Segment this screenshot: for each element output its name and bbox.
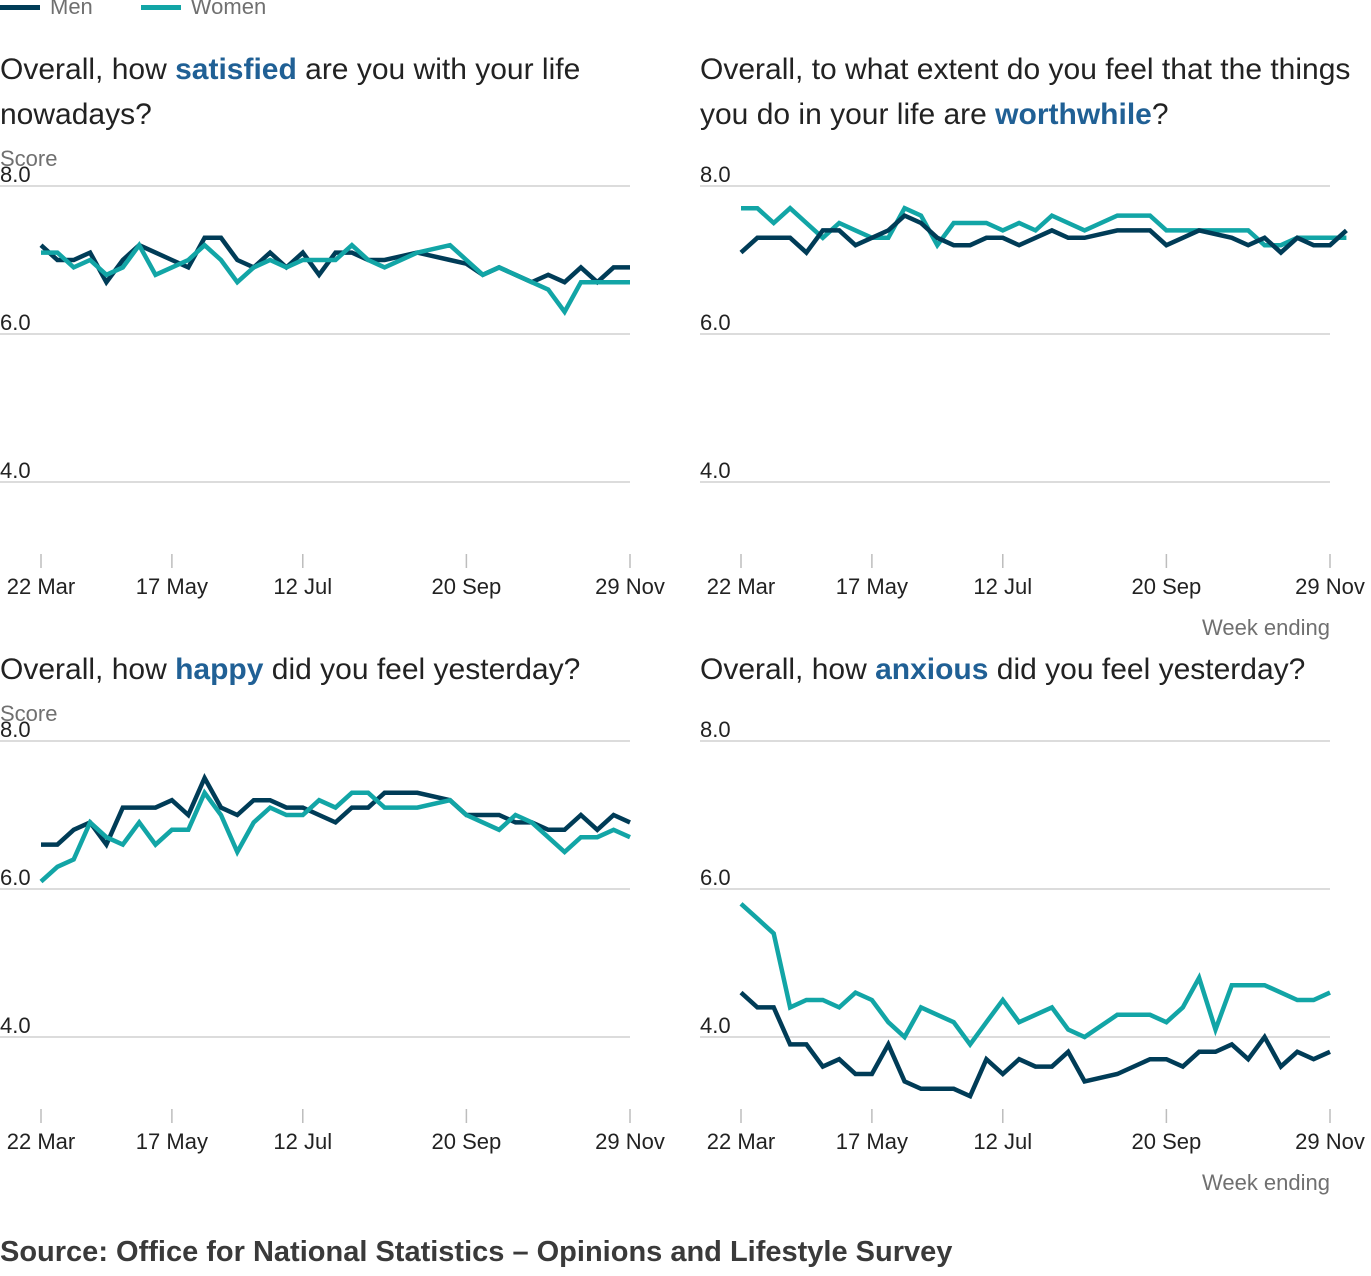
title-text: are you with your life nowadays? [0, 53, 581, 131]
series-line-women [739, 902, 1331, 1049]
x-tick-label: 20 Sep [1132, 1129, 1202, 1154]
y-tick-label: 6.0 [700, 865, 731, 890]
legend-item-women: Women [140, 0, 267, 20]
x-tick-label: 22 Mar [7, 574, 75, 599]
title-text: did you feel yesterday? [988, 653, 1306, 686]
x-tick-label: 22 Mar [707, 574, 775, 599]
title-keyword: worthwhile [995, 98, 1152, 131]
x-tick-label: 12 Jul [973, 574, 1032, 599]
y-tick-label: 8.0 [0, 162, 31, 187]
title-keyword: happy [175, 653, 264, 686]
x-tick-label: 20 Sep [432, 574, 502, 599]
x-tick-label: 17 May [836, 1129, 908, 1154]
x-axis-label: Week ending [1202, 1170, 1330, 1195]
x-tick-label: 17 May [836, 574, 908, 599]
series-line-women [39, 788, 631, 884]
series-line-women [741, 205, 1347, 250]
chart-panel-2: 8.0 6.0 4.0 Score 22 Mar 17 May 12 Jul 20 Sep 29… [0, 701, 665, 1154]
panel-title-happy: Overall, how happy did you feel yesterda… [0, 647, 690, 692]
series-line-men [739, 990, 1331, 1100]
y-tick-label: 4.0 [0, 1013, 31, 1038]
y-tick-label: 8.0 [700, 717, 731, 742]
legend-label-men: Men [50, 0, 93, 19]
title-text: Overall, how [700, 653, 876, 686]
series-line-women [41, 241, 630, 316]
y-axis-label: Score [0, 146, 57, 171]
y-tick-label: 6.0 [0, 310, 31, 335]
y-axis-label: Score [0, 701, 57, 726]
title-keyword: anxious [875, 653, 989, 686]
x-tick-label: 17 May [136, 574, 208, 599]
chart-panel-0: 8.0 6.0 4.0 Score 22 Mar 17 May 12 Jul 20 Sep 29… [0, 146, 665, 599]
x-tick-label: 29 Nov [595, 574, 665, 599]
x-tick-label: 29 Nov [595, 1129, 665, 1154]
series-line-men [739, 212, 1348, 256]
y-tick-label: 4.0 [700, 458, 731, 483]
title-text: did you feel yesterday? [263, 653, 581, 686]
x-tick-label: 17 May [136, 1129, 208, 1154]
x-tick-label: 22 Mar [707, 1129, 775, 1154]
y-tick-label: 8.0 [700, 162, 731, 187]
panel-title-satisfied: Overall, how satisfied are you with your… [0, 47, 680, 137]
legend: Men Women [0, 0, 314, 22]
chart-panel-3: 8.0 6.0 4.0 22 Mar 17 May 12 Jul 20 Sep 29 Nov W… [700, 717, 1365, 1195]
y-tick-label: 6.0 [700, 310, 731, 335]
y-tick-label: 4.0 [700, 1013, 731, 1038]
legend-swatch-women [140, 4, 181, 10]
x-tick-label: 12 Jul [273, 1129, 332, 1154]
title-text: Overall, to what extent do you feel that… [700, 53, 1351, 131]
title-text: ? [1151, 98, 1169, 131]
y-tick-label: 4.0 [0, 458, 31, 483]
x-tick-label: 29 Nov [1295, 1129, 1365, 1154]
legend-item-men: Men [0, 0, 93, 20]
panel-title-worthwhile: Overall, to what extent do you feel that… [700, 47, 1371, 137]
title-text: Overall, how [0, 653, 176, 686]
source-note: Source: Office for National Statistics –… [0, 1236, 953, 1268]
x-tick-label: 22 Mar [7, 1129, 75, 1154]
y-tick-label: 8.0 [0, 717, 31, 742]
chart-panel-1: 8.0 6.0 4.0 22 Mar 17 May 12 Jul 20 Sep 29 Nov W… [700, 162, 1365, 640]
x-tick-label: 20 Sep [432, 1129, 502, 1154]
y-tick-label: 6.0 [0, 865, 31, 890]
x-tick-label: 20 Sep [1132, 574, 1202, 599]
title-text: Overall, how [0, 53, 176, 86]
x-tick-label: 29 Nov [1295, 574, 1365, 599]
x-tick-label: 12 Jul [973, 1129, 1032, 1154]
legend-swatch-men [0, 4, 40, 10]
title-keyword: satisfied [175, 53, 297, 86]
x-tick-label: 12 Jul [273, 574, 332, 599]
legend-label-women: Women [190, 0, 267, 19]
x-axis-label: Week ending [1202, 615, 1330, 640]
panel-title-anxious: Overall, how anxious did you feel yester… [700, 647, 1371, 692]
